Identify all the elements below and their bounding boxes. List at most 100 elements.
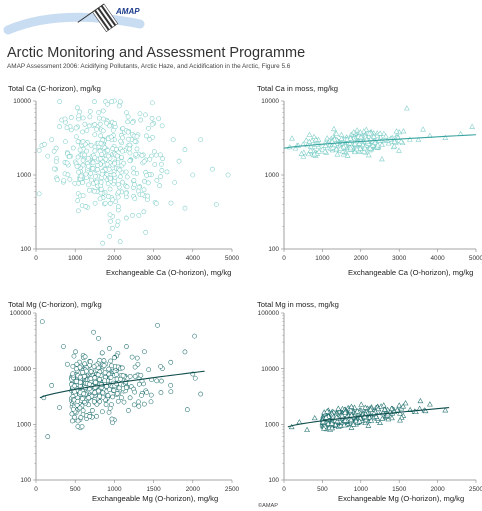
data-point: [78, 173, 84, 179]
data-point: [331, 141, 338, 148]
data-point: [110, 146, 116, 152]
data-point: [353, 418, 359, 424]
data-point: [67, 154, 72, 160]
data-point: [367, 406, 374, 412]
data-point: [422, 407, 429, 414]
data-point: [324, 135, 330, 141]
panel-title-ca-moss: Total Ca in moss, mg/kg: [257, 84, 339, 93]
data-point: [354, 408, 361, 414]
data-point: [362, 404, 369, 410]
data-point: [71, 353, 77, 359]
data-point: [75, 418, 81, 424]
x-tick-label: 3000: [392, 255, 407, 262]
x-tick-label: 3000: [146, 255, 161, 262]
y-tick-label: 100: [20, 477, 31, 484]
data-point: [118, 376, 123, 382]
data-point: [72, 414, 77, 420]
data-point: [105, 101, 110, 107]
data-point: [148, 399, 154, 405]
data-point: [375, 405, 382, 412]
data-point: [292, 145, 299, 151]
data-point: [91, 188, 97, 194]
data-point: [123, 385, 129, 391]
data-point: [369, 142, 376, 148]
data-point: [354, 127, 360, 133]
data-point: [121, 399, 127, 405]
data-point: [80, 193, 86, 198]
data-point: [132, 373, 138, 379]
data-point: [109, 416, 115, 422]
figure-subtitle: AMAP Assessment 2006: Acidifying Polluta…: [7, 63, 291, 70]
data-point: [427, 401, 433, 407]
data-point: [141, 159, 147, 164]
data-point: [145, 193, 151, 199]
data-point: [107, 212, 113, 218]
data-point: [70, 145, 76, 151]
data-point: [324, 408, 331, 414]
x-tick-label: 1500: [146, 486, 161, 493]
data-point: [391, 143, 398, 149]
data-point: [149, 115, 155, 121]
data-point: [69, 418, 75, 424]
data-point: [75, 139, 81, 145]
data-point: [64, 125, 70, 131]
data-point: [398, 138, 405, 144]
data-point: [154, 177, 160, 183]
data-point: [72, 389, 77, 395]
data-point: [111, 172, 117, 178]
data-point: [145, 125, 151, 131]
data-point: [80, 370, 85, 375]
data-point: [80, 115, 86, 121]
data-point: [158, 364, 164, 369]
x-tick-label: 2500: [469, 486, 482, 493]
data-point: [130, 213, 135, 218]
data-point: [107, 405, 113, 411]
data-point: [101, 363, 107, 368]
data-point: [51, 148, 57, 154]
data-point: [120, 135, 125, 141]
data-point: [98, 186, 104, 192]
data-point: [77, 374, 83, 380]
x-tick-label: 0: [34, 255, 38, 262]
data-point: [87, 109, 93, 114]
data-point: [109, 363, 114, 369]
data-point: [354, 146, 360, 152]
data-point: [115, 181, 121, 187]
data-point: [75, 198, 81, 203]
data-point: [190, 172, 196, 178]
x-tick-label: 1500: [392, 486, 407, 493]
data-point: [149, 100, 155, 106]
data-point: [73, 134, 79, 140]
data-point: [45, 153, 51, 159]
data-point: [380, 402, 387, 408]
data-point: [64, 361, 70, 367]
data-point: [307, 147, 314, 153]
data-point: [108, 175, 113, 181]
data-point: [80, 180, 85, 185]
data-point: [156, 116, 162, 122]
data-point: [289, 135, 295, 141]
data-point: [95, 167, 100, 172]
data-point: [82, 354, 88, 360]
data-point: [99, 409, 105, 415]
data-point: [138, 372, 144, 378]
data-point: [123, 169, 129, 175]
y-tick-label: 10000: [261, 366, 279, 373]
data-point: [120, 126, 126, 131]
data-point: [92, 173, 98, 179]
data-point: [73, 125, 79, 131]
data-point: [342, 409, 348, 415]
data-point: [331, 136, 338, 142]
x-tick-label: 0: [34, 486, 38, 493]
data-point: [415, 136, 422, 142]
data-point: [170, 137, 176, 143]
data-point: [94, 413, 99, 419]
organization-title: Arctic Monitoring and Assessment Program…: [7, 45, 306, 61]
data-point: [356, 418, 363, 424]
y-tick-label: 100: [268, 246, 279, 253]
data-point: [306, 138, 313, 144]
x-tick-label: 1000: [68, 255, 83, 262]
data-point: [138, 117, 144, 123]
data-point: [338, 135, 345, 141]
xlabel-ca-c-horizon: Exchangeable Ca (O-horizon), mg/kg: [106, 268, 232, 277]
